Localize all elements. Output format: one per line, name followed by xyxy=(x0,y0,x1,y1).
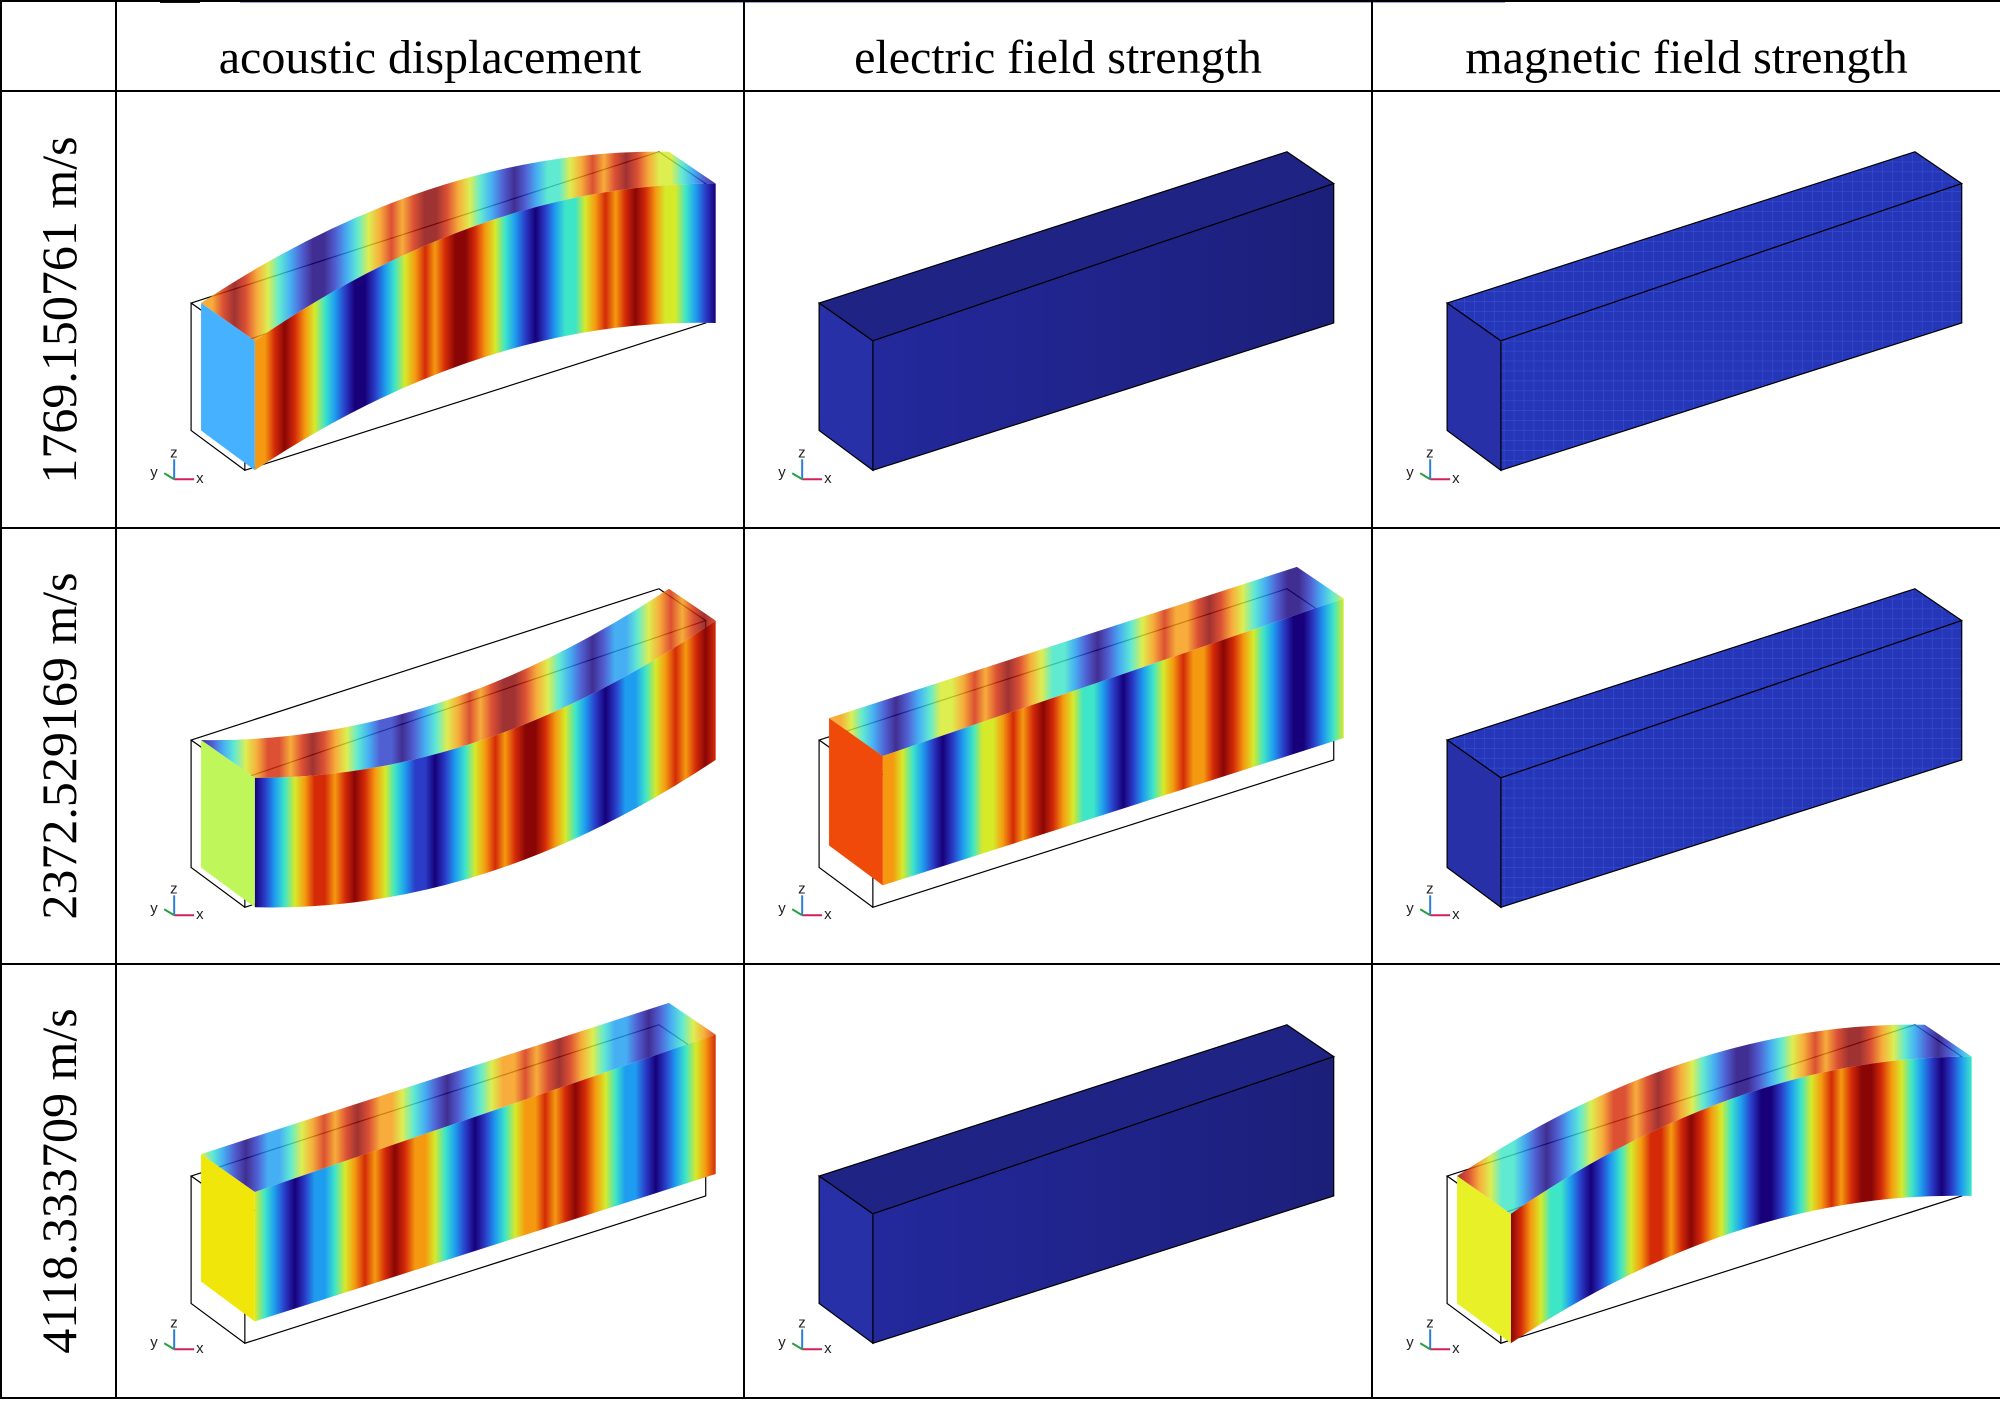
row-velocity-label: 2372.529169 m/s xyxy=(30,572,87,920)
axis-z-label: z xyxy=(170,444,177,461)
row-label-cell: 4118.333709 m/s xyxy=(0,963,117,1399)
axis-z-label: z xyxy=(1426,880,1433,897)
beam-end-face xyxy=(818,1174,874,1345)
corner-cell xyxy=(0,0,117,92)
axis-y-label: y xyxy=(150,900,158,917)
beam-end-face xyxy=(818,301,874,472)
axis-x-label: x xyxy=(824,1340,832,1357)
field-plot: zy x xyxy=(1406,588,1964,923)
axis-z-label: z xyxy=(1426,444,1433,461)
beam-side-face xyxy=(254,1034,716,1322)
beam-side-face xyxy=(1510,1056,1972,1344)
beam-end-face xyxy=(1457,1176,1511,1344)
axis-y-label: y xyxy=(778,900,786,917)
axis-triad-icon: zy x xyxy=(150,1314,204,1357)
beam-end-face xyxy=(1446,301,1502,472)
axis-y-label: y xyxy=(778,1334,786,1351)
field-plot: zy x xyxy=(1406,151,1964,487)
axis-x-label: x xyxy=(1452,906,1460,923)
column-header-label: electric field strength xyxy=(854,31,1262,84)
beam-top-face xyxy=(201,1002,716,1192)
column-header-acoustic: acoustic displacement xyxy=(115,0,745,92)
column-header-label: magnetic field strength xyxy=(1465,31,1908,84)
row-label-cell: 1769.150761 m/s xyxy=(0,90,117,529)
axis-z-label: z xyxy=(170,880,177,897)
beam-top-face xyxy=(829,566,1344,756)
axis-z-label: z xyxy=(1426,1314,1433,1331)
beam-top-face xyxy=(201,588,716,778)
column-header-electric: electric field strength xyxy=(743,0,1373,92)
axis-x-label: x xyxy=(196,470,204,487)
axis-y-label: y xyxy=(1406,1334,1414,1351)
beam-top-face xyxy=(201,151,716,341)
axis-x-label: x xyxy=(824,470,832,487)
axis-y-label: y xyxy=(778,464,786,481)
axis-triad-icon: zy x xyxy=(778,444,832,487)
field-plot: zy x xyxy=(778,151,1336,487)
axis-x-label: x xyxy=(196,1340,204,1357)
beam-side-face xyxy=(882,598,1344,886)
beam-end-face xyxy=(201,303,255,471)
axis-y-label: y xyxy=(1406,900,1414,917)
axis-x-label: x xyxy=(1452,1340,1460,1357)
beam-end-face xyxy=(829,718,883,886)
beam-end-face xyxy=(201,740,255,908)
axis-triad-icon: zy x xyxy=(778,1314,832,1357)
axis-z-label: z xyxy=(798,880,805,897)
beam-top-face xyxy=(1457,1024,1972,1214)
axis-triad-icon: zy x xyxy=(1406,444,1460,487)
axis-triad-icon: zy x xyxy=(1406,880,1460,923)
field-plot: zy x xyxy=(150,588,716,923)
beam-end-face xyxy=(201,1154,255,1322)
axis-triad-icon: zy x xyxy=(150,880,204,923)
field-plot: zy x xyxy=(1406,1024,1972,1357)
axis-triad-icon: zy x xyxy=(1406,1314,1460,1357)
axis-x-label: x xyxy=(824,906,832,923)
axis-x-label: x xyxy=(1452,470,1460,487)
axis-x-label: x xyxy=(196,906,204,923)
axis-y-label: y xyxy=(150,1334,158,1351)
row-velocity-label: 1769.150761 m/s xyxy=(30,135,87,484)
field-plot: zy x xyxy=(150,1002,716,1357)
column-header-magnetic: magnetic field strength xyxy=(1371,0,2000,92)
axis-triad-icon: zy x xyxy=(150,444,204,487)
axis-z-label: z xyxy=(798,444,805,461)
row-velocity-label: 4118.333709 m/s xyxy=(30,1008,87,1354)
beam-side-face xyxy=(254,183,716,471)
axis-y-label: y xyxy=(1406,464,1414,481)
axis-triad-icon: zy x xyxy=(778,880,832,923)
axis-z-label: z xyxy=(170,1314,177,1331)
field-plot: zy x xyxy=(778,566,1344,923)
beam-side-face xyxy=(254,620,716,908)
field-plot: zy x xyxy=(150,151,716,487)
axis-z-label: z xyxy=(798,1314,805,1331)
header-row: acoustic displacement electric field str… xyxy=(0,0,2000,92)
axis-y-label: y xyxy=(150,464,158,481)
row-label-cell: 2372.529169 m/s xyxy=(0,527,117,965)
column-header-label: acoustic displacement xyxy=(218,31,642,84)
beam-end-face xyxy=(1446,738,1502,909)
field-plot: zy x xyxy=(778,1024,1336,1357)
